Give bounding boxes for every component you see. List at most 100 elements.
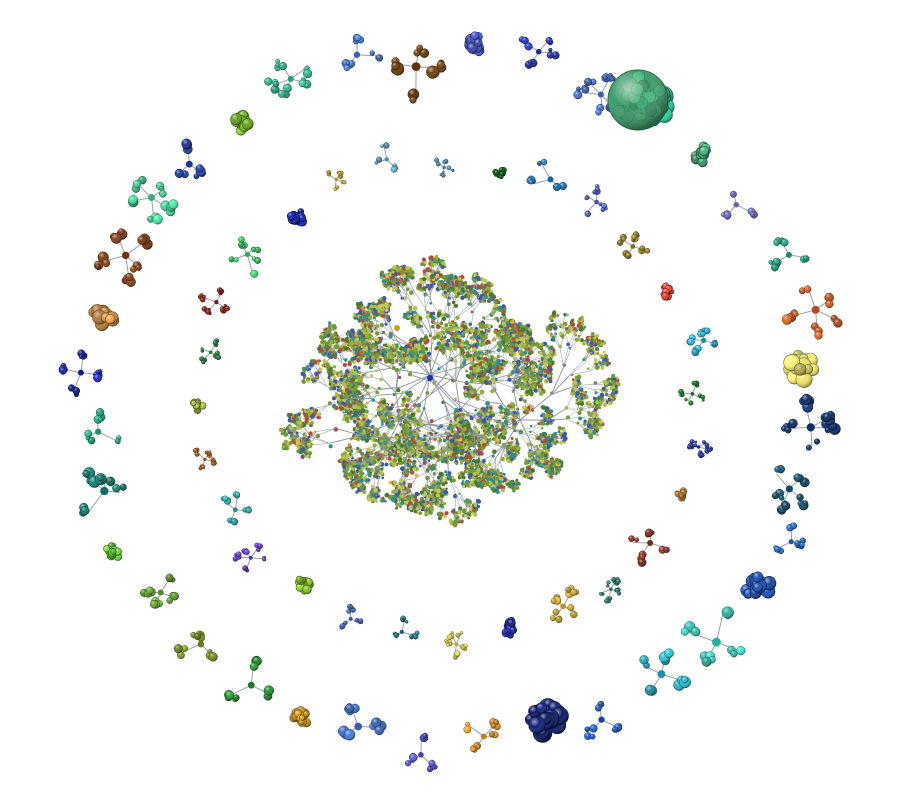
node <box>346 447 351 453</box>
node <box>428 283 433 289</box>
edge <box>452 399 469 414</box>
node <box>405 265 410 271</box>
node <box>353 419 357 423</box>
node <box>432 446 436 450</box>
node <box>364 384 370 389</box>
node <box>472 454 475 457</box>
node <box>363 306 366 309</box>
node <box>469 288 473 292</box>
node <box>366 305 370 309</box>
node <box>431 454 435 458</box>
node <box>380 467 384 471</box>
node <box>465 450 468 454</box>
node <box>482 443 487 448</box>
node <box>442 501 447 506</box>
node <box>384 322 388 326</box>
node <box>437 516 442 521</box>
node <box>409 290 414 295</box>
node <box>459 461 464 465</box>
node <box>469 480 474 485</box>
node <box>481 439 487 445</box>
node <box>527 405 531 410</box>
node <box>332 404 337 409</box>
node <box>445 417 449 421</box>
node <box>341 381 347 387</box>
node <box>477 418 482 423</box>
node <box>340 338 345 342</box>
node <box>454 397 458 401</box>
node <box>386 277 390 282</box>
node <box>528 379 533 384</box>
node <box>343 374 347 378</box>
node <box>412 467 417 472</box>
node <box>328 321 332 325</box>
node <box>332 370 337 374</box>
node <box>421 257 426 262</box>
node <box>421 277 426 281</box>
node <box>363 456 367 461</box>
node <box>518 397 523 402</box>
node <box>345 409 349 414</box>
node <box>501 432 506 437</box>
node <box>420 289 423 292</box>
node <box>530 364 536 369</box>
node <box>476 499 482 504</box>
node <box>362 312 366 315</box>
node <box>534 445 537 449</box>
node <box>557 426 562 431</box>
edge <box>467 448 472 457</box>
node <box>336 385 340 389</box>
node <box>561 433 566 438</box>
node <box>405 471 409 475</box>
node <box>480 277 485 282</box>
node <box>438 511 443 516</box>
node <box>456 455 459 458</box>
node <box>529 430 532 434</box>
node <box>476 449 480 454</box>
node <box>546 421 550 425</box>
node <box>450 510 455 514</box>
node <box>360 323 364 328</box>
node <box>522 406 526 410</box>
node <box>443 291 447 295</box>
node <box>491 311 495 315</box>
node <box>542 438 548 444</box>
node <box>516 446 520 451</box>
node <box>382 432 387 437</box>
node <box>357 366 361 370</box>
node <box>514 442 517 446</box>
node <box>447 288 450 291</box>
node <box>506 413 510 417</box>
node <box>480 451 484 456</box>
node <box>422 460 427 465</box>
node <box>484 424 487 428</box>
node <box>522 386 526 390</box>
node <box>540 427 544 430</box>
node <box>467 297 471 301</box>
node <box>452 277 456 280</box>
node <box>446 293 450 296</box>
node <box>440 280 445 285</box>
node <box>347 362 352 367</box>
node <box>487 408 491 412</box>
node <box>431 498 436 503</box>
node <box>498 297 503 302</box>
node <box>379 387 383 391</box>
node <box>510 457 514 462</box>
node <box>372 307 376 311</box>
node <box>438 438 442 442</box>
node <box>510 401 515 406</box>
node <box>542 445 547 450</box>
node <box>526 389 531 394</box>
node <box>339 370 343 374</box>
node <box>424 308 427 312</box>
node <box>467 285 472 289</box>
node <box>392 447 396 450</box>
node <box>430 508 434 512</box>
node <box>468 441 473 446</box>
node <box>394 287 398 291</box>
node <box>477 277 481 281</box>
node <box>472 278 477 283</box>
node <box>531 377 537 382</box>
node <box>349 455 353 459</box>
